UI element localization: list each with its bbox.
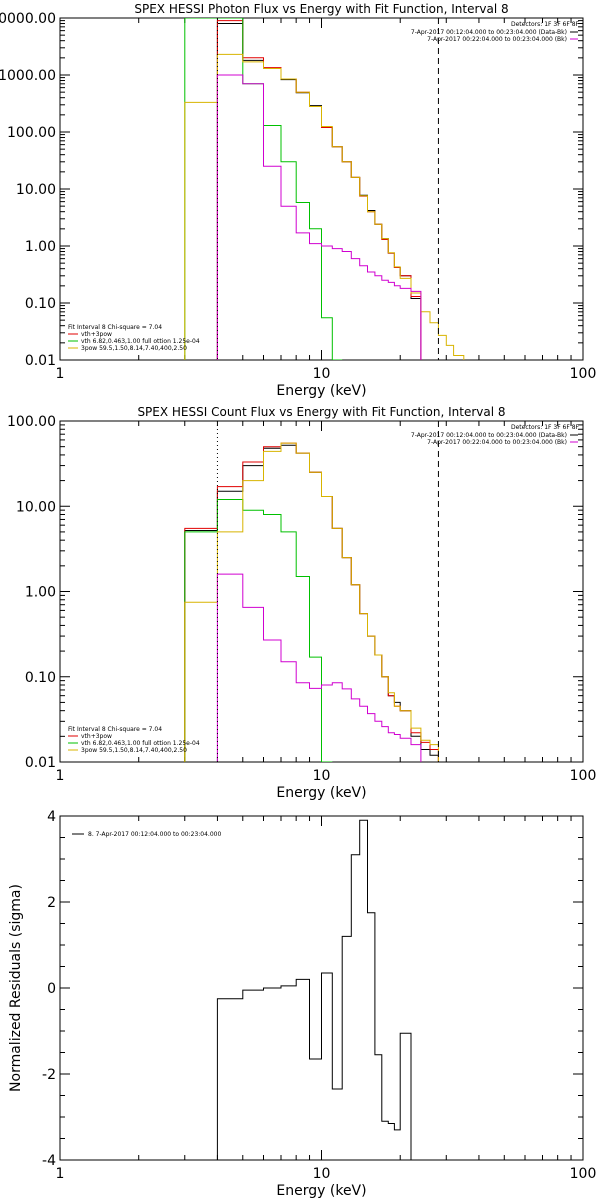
header-row-text: 7-Apr-2017 00:12:04.000 to 00:23:04.000 … bbox=[411, 29, 567, 36]
x-tick-label: 100 bbox=[570, 366, 597, 382]
x-axis-label: Energy (keV) bbox=[276, 383, 366, 399]
series-line-3 bbox=[184, 53, 465, 360]
header-row-text: 7-Apr-2017 00:12:04.000 to 00:23:04.000 … bbox=[411, 432, 567, 439]
legend-item-label: vth 6.82,0.463,1.00 full ottion 1.25e-04 bbox=[81, 338, 200, 345]
x-tick-label: 10 bbox=[313, 1166, 331, 1182]
x-tick-label: 1 bbox=[56, 1166, 65, 1182]
legend-heading: Fit Interval 8 Chi-square = 7.04 bbox=[68, 726, 162, 733]
x-tick-label: 100 bbox=[570, 768, 597, 784]
chart-1: 1 10 100 0.01 0.10 1.00 10.00 100.00 1000.00 0000… bbox=[0, 2, 596, 399]
legend-item-label: vth 6.82,0.463,1.00 full ottion 1.25e-04 bbox=[81, 740, 200, 747]
chart-title: SPEX HESSI Count Flux vs Energy with Fit… bbox=[137, 405, 505, 419]
detectors-label: Detectors: 1F 3F 6F 8F bbox=[511, 21, 580, 28]
y-tick-label: 100.00 bbox=[7, 125, 56, 141]
legend-heading: Fit Interval 8 Chi-square = 7.04 bbox=[68, 324, 162, 331]
chart-2: 1 10 100 0.01 0.10 1.00 10.00 100.00 SPEX HESSI … bbox=[7, 405, 596, 801]
series-line-2 bbox=[184, 499, 333, 762]
header-row-text: 7-Apr-2017 00:22:04.000 to 00:23:04.000 … bbox=[427, 439, 567, 446]
series-line-0 bbox=[216, 23, 422, 360]
y-tick-label: 0 bbox=[47, 981, 56, 997]
series-line-3 bbox=[184, 442, 439, 762]
y-tick-label: 1.00 bbox=[25, 585, 56, 601]
x-tick-label: 1 bbox=[56, 768, 65, 784]
series-group bbox=[184, 18, 465, 360]
series-line-1 bbox=[216, 20, 422, 360]
series-line-0 bbox=[184, 444, 439, 762]
y-tick-label: 100.00 bbox=[7, 414, 56, 430]
y-tick-label: 2 bbox=[47, 895, 56, 911]
y-tick-label: 4 bbox=[47, 809, 56, 825]
series-group bbox=[216, 819, 412, 1160]
y-tick-label: 0.01 bbox=[25, 353, 56, 369]
y-tick-label: 1000.00 bbox=[0, 68, 56, 84]
legend-item-label: 8. 7-Apr-2017 00:12:04.000 to 00:23:04.0… bbox=[88, 831, 221, 838]
chart-title: SPEX HESSI Photon Flux vs Energy with Fi… bbox=[134, 2, 508, 16]
x-tick-label: 10 bbox=[313, 366, 331, 382]
y-tick-label: 10.00 bbox=[16, 499, 56, 515]
y-tick-label: 0000.00 bbox=[0, 11, 56, 27]
y-tick-label: 10.00 bbox=[16, 182, 56, 198]
x-axis-label: Energy (keV) bbox=[276, 785, 366, 801]
series-line-2 bbox=[184, 18, 343, 360]
series-line-0 bbox=[216, 819, 412, 1160]
header-row-text: 7-Apr-2017 00:22:04.000 to 00:23:04.000 … bbox=[427, 36, 567, 43]
y-axis-label: Normalized Residuals (sigma) bbox=[8, 884, 24, 1092]
series-group bbox=[184, 442, 439, 762]
y-tick-label: 0.01 bbox=[25, 755, 56, 771]
y-tick-label: -4 bbox=[42, 1153, 56, 1169]
series-line-4 bbox=[216, 573, 422, 762]
y-tick-label: 1.00 bbox=[25, 239, 56, 255]
legend-item-label: 3pow 59.5,1.50,8.14,7.40,400,2.50 bbox=[81, 345, 187, 352]
y-tick-label: 0.10 bbox=[25, 670, 56, 686]
legend-item-label: vth+3pow bbox=[81, 331, 112, 338]
y-tick-label: -2 bbox=[42, 1067, 56, 1083]
chart-3: 1 10 100 -4 -2 0 2 4 Energy (keV) Normalized Resi… bbox=[8, 809, 596, 1199]
legend-item-label: vth+3pow bbox=[81, 733, 112, 740]
x-tick-label: 1 bbox=[56, 366, 65, 382]
x-tick-label: 100 bbox=[570, 1166, 597, 1182]
detectors-label: Detectors: 1F 3F 6F 8F bbox=[511, 424, 580, 431]
x-axis-label: Energy (keV) bbox=[276, 1183, 366, 1199]
x-tick-label: 10 bbox=[313, 768, 331, 784]
y-tick-label: 0.10 bbox=[25, 296, 56, 312]
legend-item-label: 3pow 59.5,1.50,8.14,7.40,400,2.50 bbox=[81, 747, 187, 754]
series-line-4 bbox=[216, 74, 422, 360]
